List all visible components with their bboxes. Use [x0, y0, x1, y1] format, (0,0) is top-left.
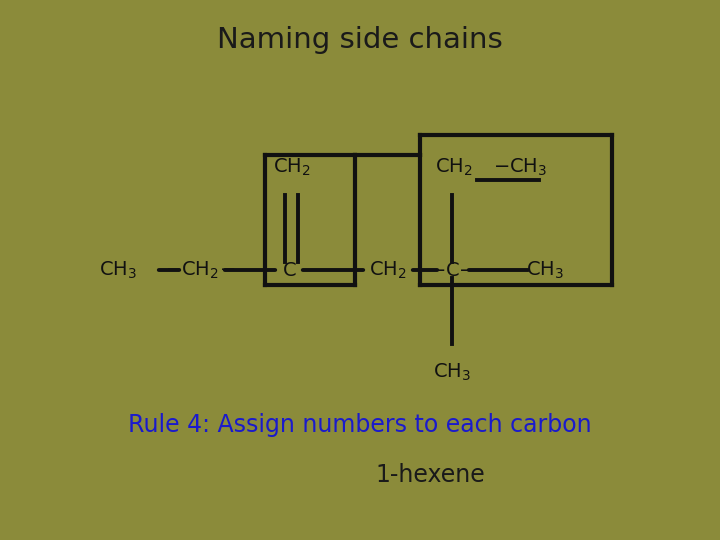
Text: CH$_2$: CH$_2$: [435, 157, 473, 178]
Text: CH$_2$: CH$_2$: [369, 259, 407, 281]
Text: 1-hexene: 1-hexene: [375, 463, 485, 487]
Text: $-$C$-$: $-$C$-$: [429, 260, 475, 280]
Text: Rule 4: Assign numbers to each carbon: Rule 4: Assign numbers to each carbon: [128, 413, 592, 437]
Text: CH$_3$: CH$_3$: [526, 259, 564, 281]
Text: CH$_3$: CH$_3$: [433, 362, 471, 383]
Text: CH$_2$: CH$_2$: [273, 157, 311, 178]
Text: Naming side chains: Naming side chains: [217, 26, 503, 54]
Text: $\mathdefault{-}$CH$_3$: $\mathdefault{-}$CH$_3$: [492, 157, 547, 178]
Text: CH$_3$: CH$_3$: [99, 259, 137, 281]
Text: $-$CH$_2$$-$: $-$CH$_2$$-$: [165, 259, 235, 281]
Text: C: C: [283, 260, 297, 280]
